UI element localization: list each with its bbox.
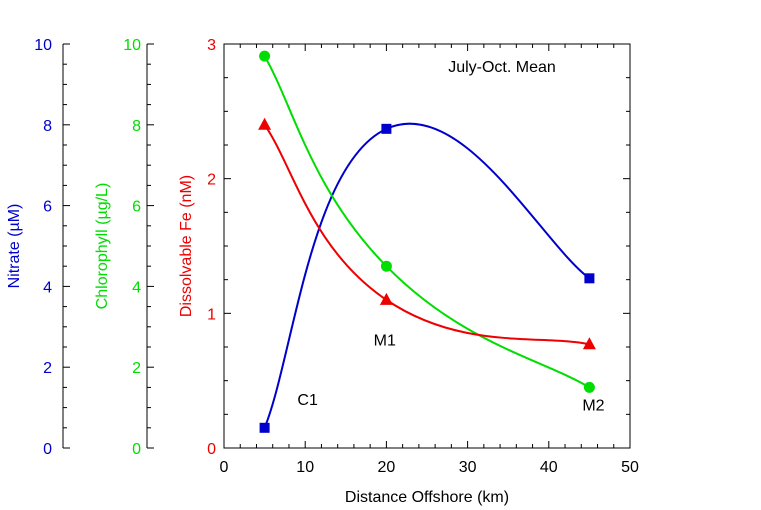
x-tick-label: 0 [220, 459, 229, 476]
x-tick-label: 30 [459, 459, 477, 476]
nitrate-tick-label: 4 [43, 279, 52, 296]
chl-point [259, 50, 271, 62]
fe-point [582, 337, 596, 350]
x-tick-label: 20 [378, 459, 396, 476]
station-label: M2 [582, 397, 604, 414]
chl-axis-title: Chlorophyll (µg/L) [94, 183, 111, 310]
nitrate-point [381, 123, 392, 134]
fe-axis-title: Dissolvable Fe (nM) [178, 175, 195, 317]
station-label: M1 [374, 333, 396, 350]
chl-tick-label: 6 [132, 199, 141, 216]
chl-tick-label: 4 [132, 279, 141, 296]
fe-tick-label: 2 [207, 172, 216, 189]
fe-series-line [263, 124, 590, 346]
chl-tick-label: 2 [132, 360, 141, 377]
plot-frame [223, 43, 631, 449]
nitrate-axis-title: Nitrate (µM) [6, 204, 23, 289]
nitrate-tick-label: 8 [43, 118, 52, 135]
nitrate-tick-label: 10 [34, 37, 52, 54]
fe-point [379, 292, 393, 305]
chl-tick-label: 8 [132, 118, 141, 135]
nitrate-tick-label: 0 [43, 441, 52, 458]
fe-tick-label: 1 [207, 306, 216, 323]
chl-point [583, 381, 595, 393]
series-markers-layer [258, 50, 596, 433]
series-lines-layer [263, 55, 590, 429]
fe-tick-label: 0 [207, 441, 216, 458]
chart-title: July-Oct. Mean [448, 59, 556, 76]
nitrate-series-line [263, 122, 590, 429]
x-axis-title: Distance Offshore (km) [345, 489, 509, 506]
x-tick-label: 40 [540, 459, 558, 476]
nitrate-point [584, 273, 595, 284]
nitrate-point [259, 422, 270, 433]
chl-series-line [263, 55, 590, 389]
chl-tick-label: 10 [123, 37, 141, 54]
chl-point [380, 260, 392, 272]
fe-tick-label: 3 [207, 37, 216, 54]
x-tick-label: 10 [296, 459, 314, 476]
x-tick-label: 50 [621, 459, 639, 476]
nitrate-tick-label: 2 [43, 360, 52, 377]
axes-layer [62, 43, 631, 449]
fe-point [258, 117, 272, 130]
station-label: C1 [297, 392, 318, 409]
nitrate-tick-label: 6 [43, 199, 52, 216]
chl-tick-label: 0 [132, 441, 141, 458]
